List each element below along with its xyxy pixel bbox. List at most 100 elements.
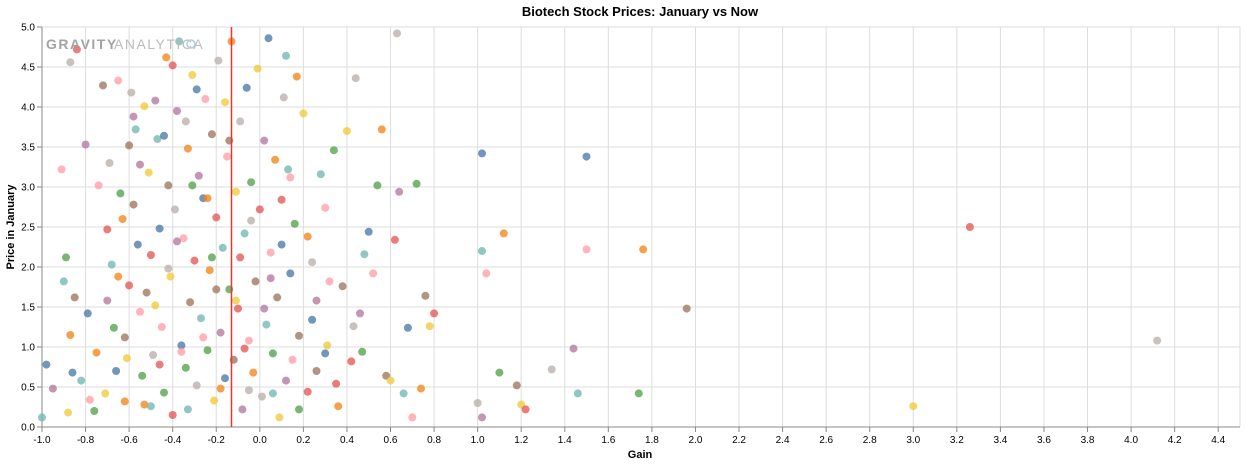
- data-point: [99, 81, 107, 90]
- watermark-logo: GRAVITY ANALYTICA: [46, 36, 204, 52]
- data-point: [90, 407, 99, 415]
- data-point: [308, 315, 317, 324]
- data-point: [216, 328, 225, 337]
- x-tick-label: 2.0: [689, 435, 703, 446]
- data-point: [386, 376, 395, 385]
- x-tick-label: 2.8: [863, 435, 877, 446]
- data-point: [240, 229, 249, 238]
- data-point: [177, 341, 186, 350]
- data-point: [146, 251, 155, 259]
- data-point: [569, 344, 578, 353]
- axes: -1.0 -0.8 -0.6 -0.4 -0.2 0.0 0.2 0.4 0.6 0.8 1.0 1.…: [21, 23, 1240, 446]
- data-point: [146, 402, 155, 411]
- data-point: [521, 405, 530, 414]
- data-point: [164, 181, 173, 190]
- data-point: [127, 88, 136, 97]
- data-point: [173, 237, 181, 246]
- data-point: [85, 395, 94, 404]
- x-tick-label: 2.6: [819, 435, 833, 446]
- data-point: [160, 388, 168, 397]
- data-point: [286, 269, 295, 278]
- data-point: [188, 71, 197, 79]
- data-point: [299, 109, 308, 118]
- x-tick-label: -0.8: [77, 435, 95, 446]
- data-point: [66, 331, 75, 339]
- data-point: [279, 93, 288, 102]
- data-point: [347, 357, 356, 366]
- data-point: [349, 322, 358, 331]
- logo-word-gravity: GRAVITY: [46, 36, 118, 52]
- data-point: [338, 282, 347, 291]
- data-point: [221, 374, 229, 383]
- data-point: [109, 323, 118, 332]
- data-point: [260, 304, 269, 313]
- x-tick-label: 0.0: [253, 435, 267, 446]
- data-point: [107, 260, 116, 269]
- data-point: [329, 146, 338, 155]
- data-point: [181, 117, 190, 126]
- x-tick-label: 3.4: [993, 435, 1007, 446]
- data-point: [277, 195, 286, 204]
- data-point: [393, 29, 401, 38]
- data-point: [181, 363, 190, 372]
- data-point: [364, 227, 373, 236]
- data-point: [321, 349, 330, 358]
- x-tick-label: 1.6: [601, 435, 615, 446]
- x-tick-label: 4.0: [1124, 435, 1138, 446]
- data-point: [242, 83, 251, 92]
- data-point: [271, 155, 280, 164]
- data-point: [403, 323, 412, 332]
- data-point: [323, 341, 332, 350]
- data-point: [125, 141, 134, 150]
- data-point: [236, 117, 245, 126]
- logo-word-analytica: ANALYTICA: [114, 36, 204, 52]
- data-point: [478, 413, 486, 422]
- data-point: [244, 336, 253, 345]
- x-tick-label: -1.0: [33, 435, 51, 446]
- data-point: [197, 314, 205, 323]
- data-point: [430, 309, 439, 318]
- data-point: [240, 344, 249, 353]
- data-point: [499, 229, 508, 238]
- data-point: [358, 347, 367, 356]
- x-tick-label: 0.8: [427, 435, 441, 446]
- data-point: [66, 58, 75, 67]
- data-point: [223, 152, 232, 161]
- y-tick-label: 3.5: [21, 143, 35, 154]
- data-point: [495, 368, 504, 377]
- data-point: [101, 389, 110, 398]
- data-point: [412, 179, 421, 188]
- data-point: [155, 224, 164, 233]
- data-point: [201, 95, 210, 103]
- data-point: [164, 264, 173, 273]
- data-point: [136, 307, 144, 316]
- data-point: [68, 368, 77, 377]
- data-point: [473, 399, 482, 407]
- data-point: [183, 405, 192, 414]
- data-point: [194, 171, 203, 180]
- data-point: [639, 245, 648, 254]
- data-point: [377, 125, 386, 134]
- data-point: [325, 277, 334, 286]
- data-point: [216, 384, 225, 393]
- data-point: [72, 45, 81, 54]
- data-point: [168, 411, 177, 419]
- data-point: [214, 56, 223, 65]
- data-point: [332, 379, 341, 388]
- data-point: [417, 384, 425, 393]
- y-tick-label: 4.5: [21, 63, 35, 74]
- data-point: [965, 223, 974, 231]
- data-point: [634, 389, 643, 398]
- x-tick-label: 3.8: [1081, 435, 1095, 446]
- data-point: [207, 253, 216, 262]
- data-point: [264, 34, 273, 43]
- data-point: [192, 381, 201, 390]
- x-tick-label: 1.0: [471, 435, 485, 446]
- data-point: [177, 347, 186, 356]
- data-point: [244, 386, 253, 395]
- x-tick-label: 0.4: [340, 435, 354, 446]
- data-point: [286, 173, 295, 182]
- data-point: [129, 200, 138, 209]
- data-point: [255, 205, 264, 214]
- data-point: [282, 376, 290, 385]
